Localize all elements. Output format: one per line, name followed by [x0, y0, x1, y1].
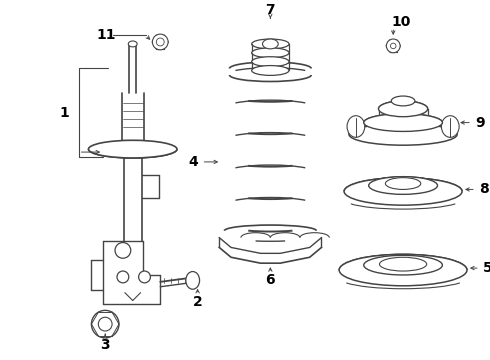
Text: 3: 3: [100, 338, 110, 352]
Ellipse shape: [263, 39, 278, 49]
Ellipse shape: [89, 140, 177, 158]
Ellipse shape: [364, 255, 442, 275]
Ellipse shape: [339, 254, 467, 286]
Text: 5: 5: [483, 261, 490, 275]
Ellipse shape: [441, 116, 459, 137]
Ellipse shape: [391, 43, 396, 49]
Ellipse shape: [344, 177, 462, 205]
Text: 2: 2: [193, 296, 202, 310]
Ellipse shape: [92, 310, 119, 338]
Ellipse shape: [128, 41, 137, 47]
Ellipse shape: [252, 66, 289, 75]
Ellipse shape: [392, 96, 415, 106]
Ellipse shape: [252, 39, 289, 49]
Ellipse shape: [152, 34, 168, 50]
Ellipse shape: [379, 257, 427, 271]
Ellipse shape: [252, 48, 289, 58]
Ellipse shape: [364, 114, 442, 131]
Ellipse shape: [186, 271, 199, 289]
Ellipse shape: [385, 177, 421, 189]
Text: 9: 9: [475, 116, 485, 130]
Ellipse shape: [139, 271, 150, 283]
Text: 11: 11: [97, 28, 116, 42]
Ellipse shape: [98, 317, 112, 331]
Text: 7: 7: [266, 3, 275, 17]
Ellipse shape: [378, 101, 428, 117]
Ellipse shape: [349, 123, 457, 145]
Ellipse shape: [115, 243, 131, 258]
Ellipse shape: [368, 177, 438, 194]
Text: 8: 8: [479, 183, 489, 197]
Ellipse shape: [387, 39, 400, 53]
Ellipse shape: [347, 116, 365, 137]
Text: 4: 4: [189, 155, 198, 169]
Ellipse shape: [252, 57, 289, 67]
Text: 1: 1: [59, 106, 69, 120]
Text: 6: 6: [266, 273, 275, 287]
Text: 10: 10: [392, 15, 411, 29]
Ellipse shape: [117, 271, 129, 283]
Ellipse shape: [156, 38, 164, 46]
